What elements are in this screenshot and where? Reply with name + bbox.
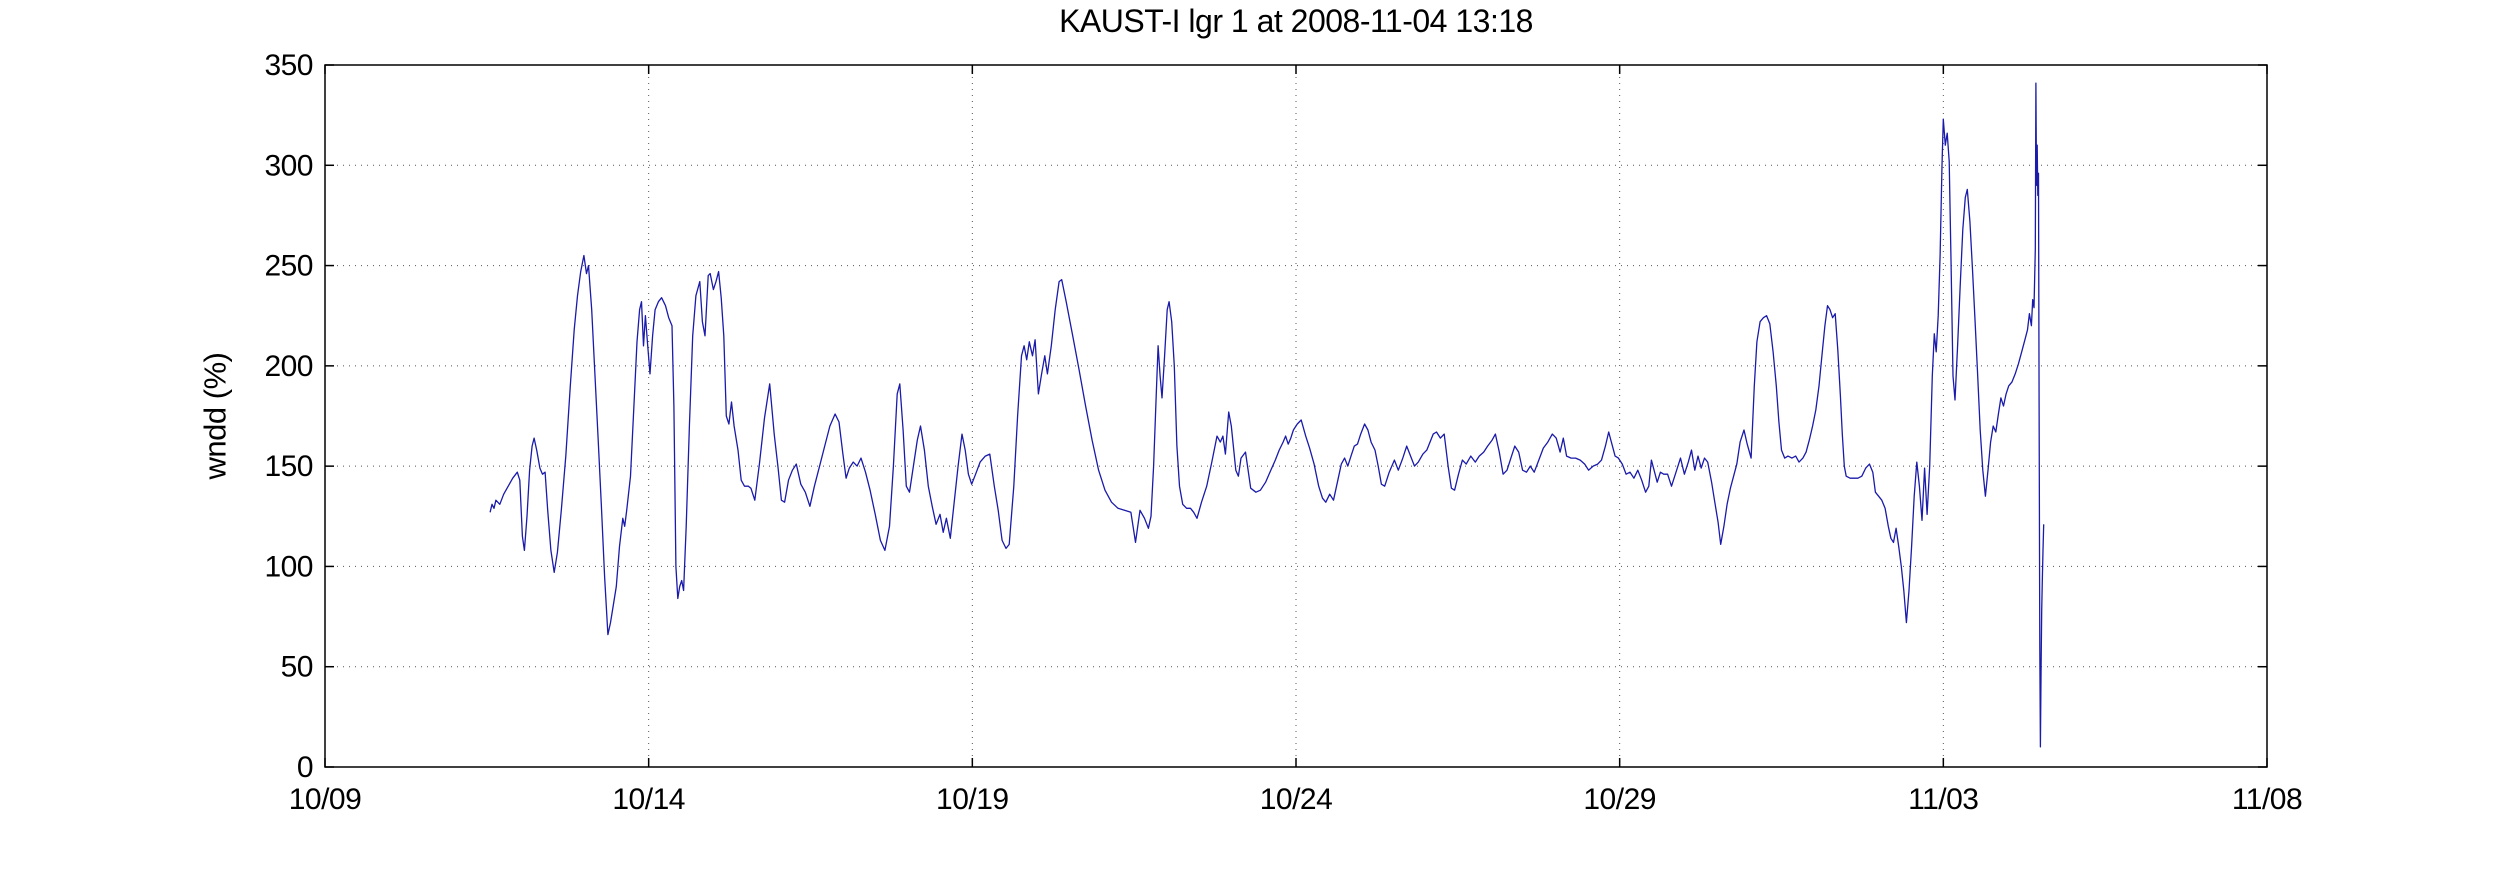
x-tick-label: 11/08: [2232, 783, 2302, 816]
x-tick-label: 10/14: [612, 783, 685, 816]
x-tick-label: 10/24: [1260, 783, 1333, 816]
y-tick-label: 350: [264, 49, 313, 82]
plot-border: [324, 64, 2268, 768]
y-tick-label: 100: [264, 550, 313, 583]
y-tick-label: 300: [264, 149, 313, 182]
y-tick-label: 200: [264, 350, 313, 383]
y-tick-label: 0: [297, 751, 313, 784]
x-tick-label: 11/03: [1908, 783, 1978, 816]
y-tick-label: 150: [264, 450, 313, 483]
x-tick-label: 10/29: [1583, 783, 1656, 816]
x-tick-label: 10/19: [936, 783, 1009, 816]
chart-title: KAUST-I lgr 1 at 2008-11-04 13:18: [1059, 2, 1533, 39]
x-tick-label: 10/09: [289, 783, 362, 816]
y-tick-label: 250: [264, 250, 313, 283]
y-tick-label: 50: [281, 651, 313, 684]
data-line: [489, 82, 2045, 748]
